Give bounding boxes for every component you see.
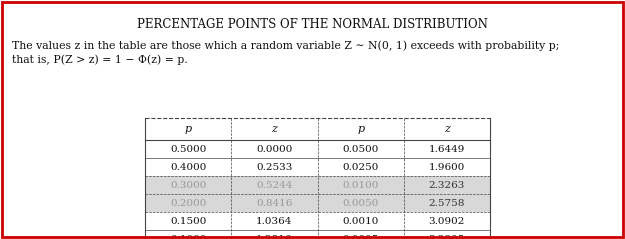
Text: 0.2000: 0.2000 <box>170 199 206 207</box>
Bar <box>145 176 490 194</box>
Text: 1.0364: 1.0364 <box>256 217 293 226</box>
Bar <box>145 118 490 140</box>
Text: 0.0250: 0.0250 <box>342 163 379 172</box>
Text: 1.2816: 1.2816 <box>256 234 293 239</box>
Text: 0.0500: 0.0500 <box>342 145 379 153</box>
Text: 0.0100: 0.0100 <box>342 180 379 190</box>
Bar <box>145 194 490 212</box>
Bar <box>145 158 490 176</box>
Text: 0.5244: 0.5244 <box>256 180 293 190</box>
Text: 1.6449: 1.6449 <box>429 145 465 153</box>
Text: that is, P(Z > z) = 1 − Φ(z) = p.: that is, P(Z > z) = 1 − Φ(z) = p. <box>12 54 187 65</box>
Text: 2.3263: 2.3263 <box>429 180 465 190</box>
Text: 0.1500: 0.1500 <box>170 217 206 226</box>
Text: p: p <box>357 124 364 134</box>
Text: 0.3000: 0.3000 <box>170 180 206 190</box>
Text: 2.5758: 2.5758 <box>429 199 465 207</box>
Text: z: z <box>271 124 278 134</box>
Bar <box>145 230 490 239</box>
Text: 0.8416: 0.8416 <box>256 199 293 207</box>
Text: The values z in the table are those which a random variable Z ∼ N(0, 1) exceeds : The values z in the table are those whic… <box>12 40 559 51</box>
Text: PERCENTAGE POINTS OF THE NORMAL DISTRIBUTION: PERCENTAGE POINTS OF THE NORMAL DISTRIBU… <box>137 18 488 31</box>
Text: 0.0000: 0.0000 <box>256 145 293 153</box>
Text: p: p <box>184 124 192 134</box>
Text: 0.1000: 0.1000 <box>170 234 206 239</box>
Bar <box>145 140 490 158</box>
Text: 0.0050: 0.0050 <box>342 199 379 207</box>
Text: 3.0902: 3.0902 <box>429 217 465 226</box>
Text: 0.2533: 0.2533 <box>256 163 293 172</box>
Bar <box>145 212 490 230</box>
Text: 0.0010: 0.0010 <box>342 217 379 226</box>
Text: 0.4000: 0.4000 <box>170 163 206 172</box>
Text: 3.2905: 3.2905 <box>429 234 465 239</box>
Text: 1.9600: 1.9600 <box>429 163 465 172</box>
Text: 0.0005: 0.0005 <box>342 234 379 239</box>
Text: z: z <box>444 124 450 134</box>
Text: 0.5000: 0.5000 <box>170 145 206 153</box>
